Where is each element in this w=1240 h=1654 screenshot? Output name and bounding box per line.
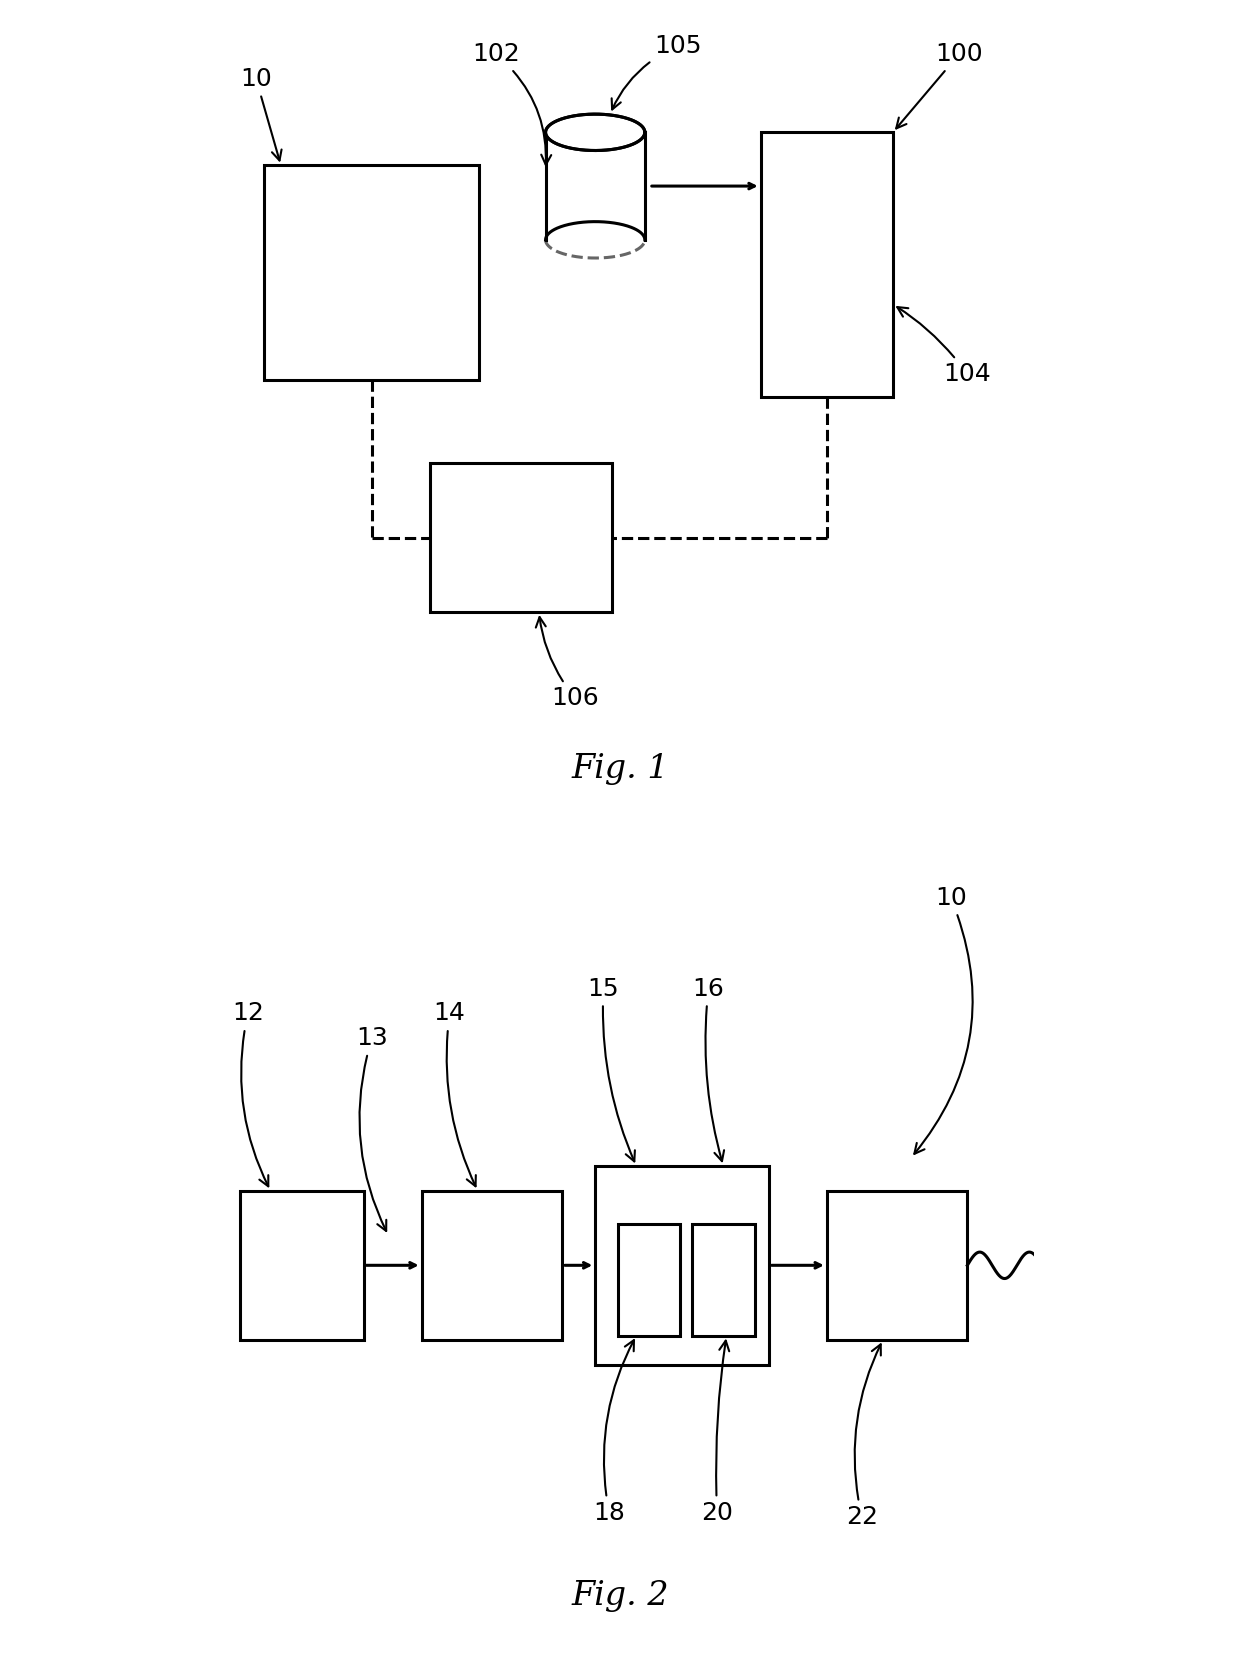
Text: 10: 10 xyxy=(914,885,972,1154)
Polygon shape xyxy=(546,114,645,151)
Text: 13: 13 xyxy=(356,1025,388,1231)
Text: 106: 106 xyxy=(536,617,599,711)
Bar xyxy=(760,132,893,397)
Text: 105: 105 xyxy=(611,33,702,109)
Text: 102: 102 xyxy=(472,41,552,165)
Text: 10: 10 xyxy=(241,66,281,160)
Text: 16: 16 xyxy=(693,976,724,1161)
Bar xyxy=(430,463,611,612)
Text: 18: 18 xyxy=(593,1340,634,1525)
Bar xyxy=(692,1224,755,1336)
Bar xyxy=(618,1224,681,1336)
Text: Fig. 2: Fig. 2 xyxy=(572,1580,668,1613)
Bar xyxy=(422,1191,562,1340)
Bar xyxy=(595,1166,769,1365)
Text: 15: 15 xyxy=(588,976,635,1161)
Text: 14: 14 xyxy=(434,1001,476,1186)
Text: 22: 22 xyxy=(846,1345,880,1530)
Bar xyxy=(239,1191,363,1340)
Bar xyxy=(827,1191,967,1340)
Bar xyxy=(264,165,480,380)
Text: 100: 100 xyxy=(897,41,983,129)
Text: Fig. 1: Fig. 1 xyxy=(572,753,668,786)
Text: 12: 12 xyxy=(232,1001,268,1186)
Text: 104: 104 xyxy=(898,308,991,387)
Text: 20: 20 xyxy=(701,1341,733,1525)
